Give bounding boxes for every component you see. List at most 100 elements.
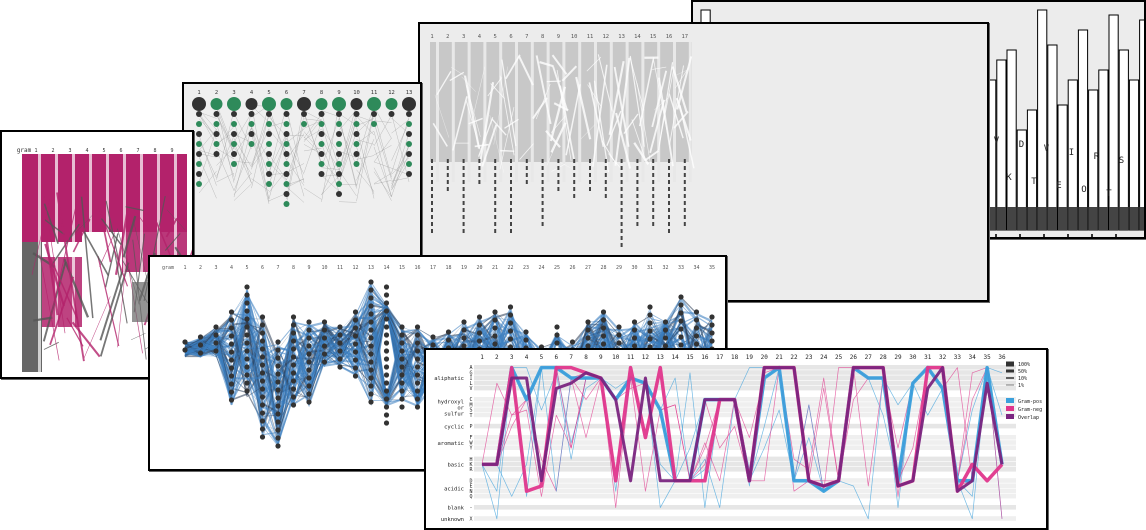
letter-mark	[652, 180, 654, 184]
column-label: 2	[199, 265, 202, 271]
letter-mark	[668, 222, 670, 226]
node	[275, 419, 280, 424]
connection-line	[392, 146, 410, 186]
node	[477, 322, 482, 327]
bar-base	[997, 207, 1006, 230]
node	[229, 381, 234, 386]
node	[368, 391, 373, 396]
letter-mark	[668, 215, 670, 219]
node	[229, 333, 234, 338]
letter-mark	[510, 173, 512, 177]
letter-mark	[636, 159, 638, 163]
node	[601, 341, 606, 346]
node	[266, 131, 272, 137]
node	[337, 324, 342, 329]
node	[249, 131, 255, 137]
letter-mark	[636, 173, 638, 177]
letter: K	[1006, 173, 1012, 183]
letter-mark	[542, 173, 544, 177]
node	[322, 327, 327, 332]
node	[275, 411, 280, 416]
node	[585, 327, 590, 332]
node	[275, 443, 280, 448]
letter: S	[1119, 156, 1124, 166]
column-label: 4	[230, 265, 233, 271]
connection-line	[304, 188, 322, 199]
node	[415, 380, 420, 385]
node	[284, 191, 290, 197]
node	[368, 383, 373, 388]
node	[275, 371, 280, 376]
node	[601, 325, 606, 330]
node	[647, 336, 652, 341]
group-label: sulfur	[444, 411, 465, 417]
column-label: 1	[480, 354, 484, 361]
letter-mark	[510, 166, 512, 170]
node	[196, 141, 202, 147]
node	[284, 201, 290, 207]
letter-mark	[542, 180, 544, 184]
node	[647, 304, 652, 309]
node	[570, 339, 575, 344]
node	[260, 338, 265, 343]
node	[430, 342, 435, 347]
column-label: 18	[731, 354, 739, 361]
node	[301, 121, 307, 127]
letter-mark	[573, 166, 575, 170]
node	[353, 373, 358, 378]
node	[446, 329, 451, 334]
node	[260, 330, 265, 335]
node	[415, 372, 420, 377]
letter-mark	[573, 173, 575, 177]
node	[354, 161, 360, 167]
node	[284, 151, 290, 157]
flow-line	[500, 151, 514, 152]
node	[336, 171, 342, 177]
node	[198, 350, 203, 355]
node	[399, 404, 404, 409]
column-label: 3	[68, 148, 71, 154]
node	[337, 364, 342, 369]
bar	[1038, 10, 1047, 230]
row-band	[474, 413, 1016, 418]
letter: T	[1106, 189, 1112, 199]
label-mark	[1115, 234, 1117, 237]
node	[694, 317, 699, 322]
group-label: blank	[447, 506, 464, 512]
column-label: 10	[353, 90, 360, 96]
node	[492, 317, 497, 322]
node	[182, 339, 187, 344]
node	[406, 121, 412, 127]
letter-mark	[494, 166, 496, 170]
node	[353, 325, 358, 330]
letter-mark	[636, 222, 638, 226]
letter-mark	[684, 187, 686, 191]
node	[508, 336, 513, 341]
column-label: 35	[709, 265, 715, 271]
column-label: 25	[835, 354, 843, 361]
node	[275, 363, 280, 368]
letter-mark	[463, 222, 465, 226]
node	[601, 309, 606, 314]
node	[384, 380, 389, 385]
column-label: 13	[406, 90, 413, 96]
node	[244, 348, 249, 353]
node	[196, 121, 202, 127]
node	[198, 334, 203, 339]
node	[291, 322, 296, 327]
column-label: 4	[478, 34, 482, 40]
node	[260, 418, 265, 423]
letter: O	[1081, 185, 1086, 195]
node	[322, 319, 327, 324]
column-label: 9	[557, 34, 560, 40]
node	[461, 319, 466, 324]
letter-mark	[684, 201, 686, 205]
node	[492, 333, 497, 338]
node	[198, 342, 203, 347]
letter-mark	[510, 208, 512, 212]
node	[322, 359, 327, 364]
column-label: 9	[307, 265, 310, 271]
node	[266, 121, 272, 127]
column-label: 1	[34, 148, 37, 154]
node	[291, 386, 296, 391]
